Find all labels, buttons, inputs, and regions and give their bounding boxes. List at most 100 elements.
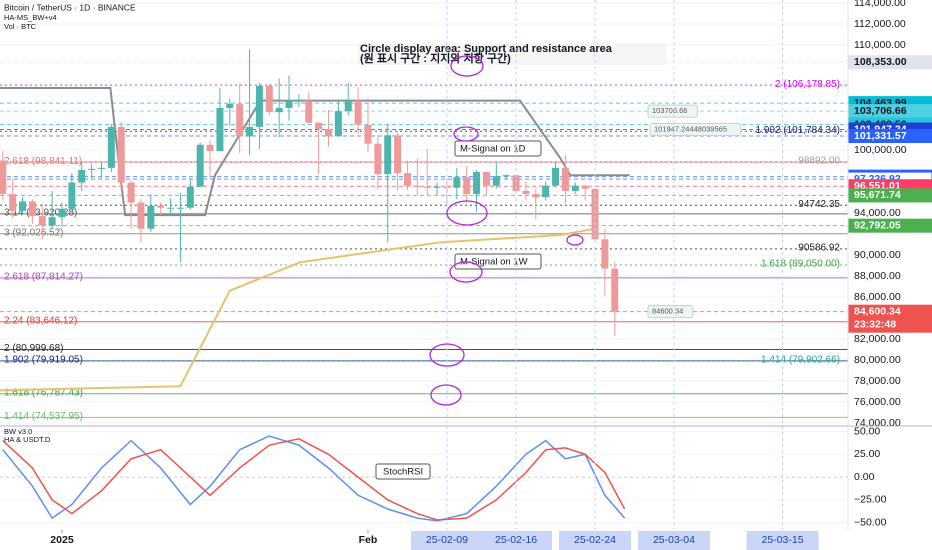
candle-body — [611, 268, 619, 312]
candle-body — [0, 160, 7, 195]
y-tick-label: 114,000.00 — [854, 0, 906, 9]
candle-body — [226, 103, 234, 108]
candle-body — [58, 208, 66, 218]
x-tick-label: 25-02-24 — [574, 534, 616, 546]
circle — [453, 126, 479, 142]
price-tag-label: 103,706.66 — [854, 105, 907, 117]
candle-body — [9, 194, 17, 211]
annotation: Circle display area: Support and resista… — [360, 43, 613, 55]
candle-body — [246, 126, 254, 137]
x-tick-label: 25-03-15 — [762, 534, 804, 546]
circle — [446, 200, 488, 226]
annotation: StochRSI — [383, 467, 423, 478]
candle-body — [394, 135, 402, 174]
price-tag — [848, 304, 932, 333]
y-tick-label: 82,000.00 — [854, 333, 901, 345]
candle-body — [117, 126, 125, 183]
candle-body — [601, 239, 609, 269]
level-label: 90586.92 — [798, 242, 840, 253]
candle-body — [305, 100, 313, 123]
candle-body — [137, 202, 145, 229]
x-tick-label: 2025 — [50, 534, 74, 546]
indicator-label: BW v3.0 — [4, 427, 32, 436]
candle-body — [147, 205, 155, 229]
oscillator-line — [2, 438, 626, 521]
chart-tag-box — [647, 305, 694, 319]
candle-body — [167, 207, 175, 209]
candle-body — [403, 173, 411, 186]
candle-body — [88, 168, 96, 170]
x-tick-label: 25-03-04 — [653, 534, 695, 546]
x-tick-label: 25-02-16 — [495, 534, 537, 546]
candle-body — [28, 201, 36, 217]
candle-body — [542, 185, 550, 198]
circle — [566, 234, 584, 246]
y-tick-label: 90,000.00 — [854, 249, 901, 261]
circles — [429, 55, 584, 406]
y-tick-label: 0.00 — [854, 471, 875, 483]
candle-body — [325, 128, 333, 137]
circle — [450, 55, 484, 77]
candle-body — [354, 100, 362, 125]
candle-body — [581, 185, 589, 189]
annotation-box — [358, 43, 666, 65]
chart-tag-label: 84600.34 — [652, 307, 683, 316]
chart-tag-label: 101947.24448039565 — [654, 125, 727, 134]
candle-body — [453, 177, 461, 188]
candle-body — [255, 85, 263, 127]
candle-body — [265, 85, 273, 113]
indicator-label: HA-MS_BW+v4 — [4, 13, 57, 22]
y-tick-label: 80,000.00 — [854, 354, 901, 366]
oscillator-line — [2, 435, 626, 522]
level-label: 98892.00 — [798, 155, 840, 166]
candle-body — [236, 103, 244, 137]
y-tick-label: 78,000.00 — [854, 375, 901, 387]
price-tag — [848, 188, 932, 203]
level-label: 1.902 (101,784.34) — [755, 125, 840, 136]
candle-body — [78, 169, 86, 183]
candle-body — [176, 207, 184, 209]
candle-body — [473, 172, 481, 195]
signal-label-box — [454, 140, 542, 157]
annotation: (원 표시 구간 : 지지와 저항 구간) — [360, 51, 511, 65]
x-tick-highlight — [637, 531, 710, 550]
x-tick-highlight — [480, 531, 553, 550]
price-tag-label: 108,353.00 — [854, 56, 907, 68]
candle-body — [413, 185, 421, 187]
candle-body — [275, 107, 283, 113]
level-label: 2 (80,999.68) — [4, 343, 64, 354]
annotation-box — [375, 463, 431, 480]
candle-body — [48, 217, 56, 226]
y-tick-label: 50.00 — [854, 425, 880, 437]
candle-body — [206, 144, 214, 152]
level-label: 94742.35 — [798, 199, 840, 210]
candle-body — [157, 205, 165, 208]
price-pane: 114,000.00 112,000.00 110,000.00 100,000.00… — [0, 0, 932, 429]
level-label: 2.618 (98,841.11) — [4, 156, 82, 167]
y-tick-label: 86,000.00 — [854, 291, 901, 303]
m-signal-line — [0, 227, 596, 392]
level-label: 1.902 (79,919.05) — [4, 354, 83, 365]
circle — [430, 384, 462, 406]
level-label: 1.414 (74,537.95) — [4, 411, 83, 422]
candle-body — [97, 167, 105, 169]
candle-body — [315, 122, 323, 129]
y-tick-label: 100,000.00 — [854, 144, 907, 156]
candle-body — [482, 172, 490, 186]
price-tag-label: 92,792.05 — [854, 219, 901, 231]
level-label: 3.14 (93,920.28) — [4, 207, 77, 218]
chart-tag-box — [647, 104, 698, 118]
circle — [429, 343, 465, 367]
candle-body — [552, 167, 560, 186]
level-label: 2.618 (87,814.27) — [4, 272, 83, 283]
signal-label: M-Signal on 1D — [460, 144, 526, 155]
x-tick-highlight — [559, 531, 632, 550]
candle-body — [196, 144, 204, 187]
candle-body — [334, 111, 342, 137]
x-tick-highlight — [746, 531, 819, 550]
candle-body — [463, 177, 471, 195]
candle-body — [19, 201, 27, 211]
candle-body — [522, 190, 530, 195]
